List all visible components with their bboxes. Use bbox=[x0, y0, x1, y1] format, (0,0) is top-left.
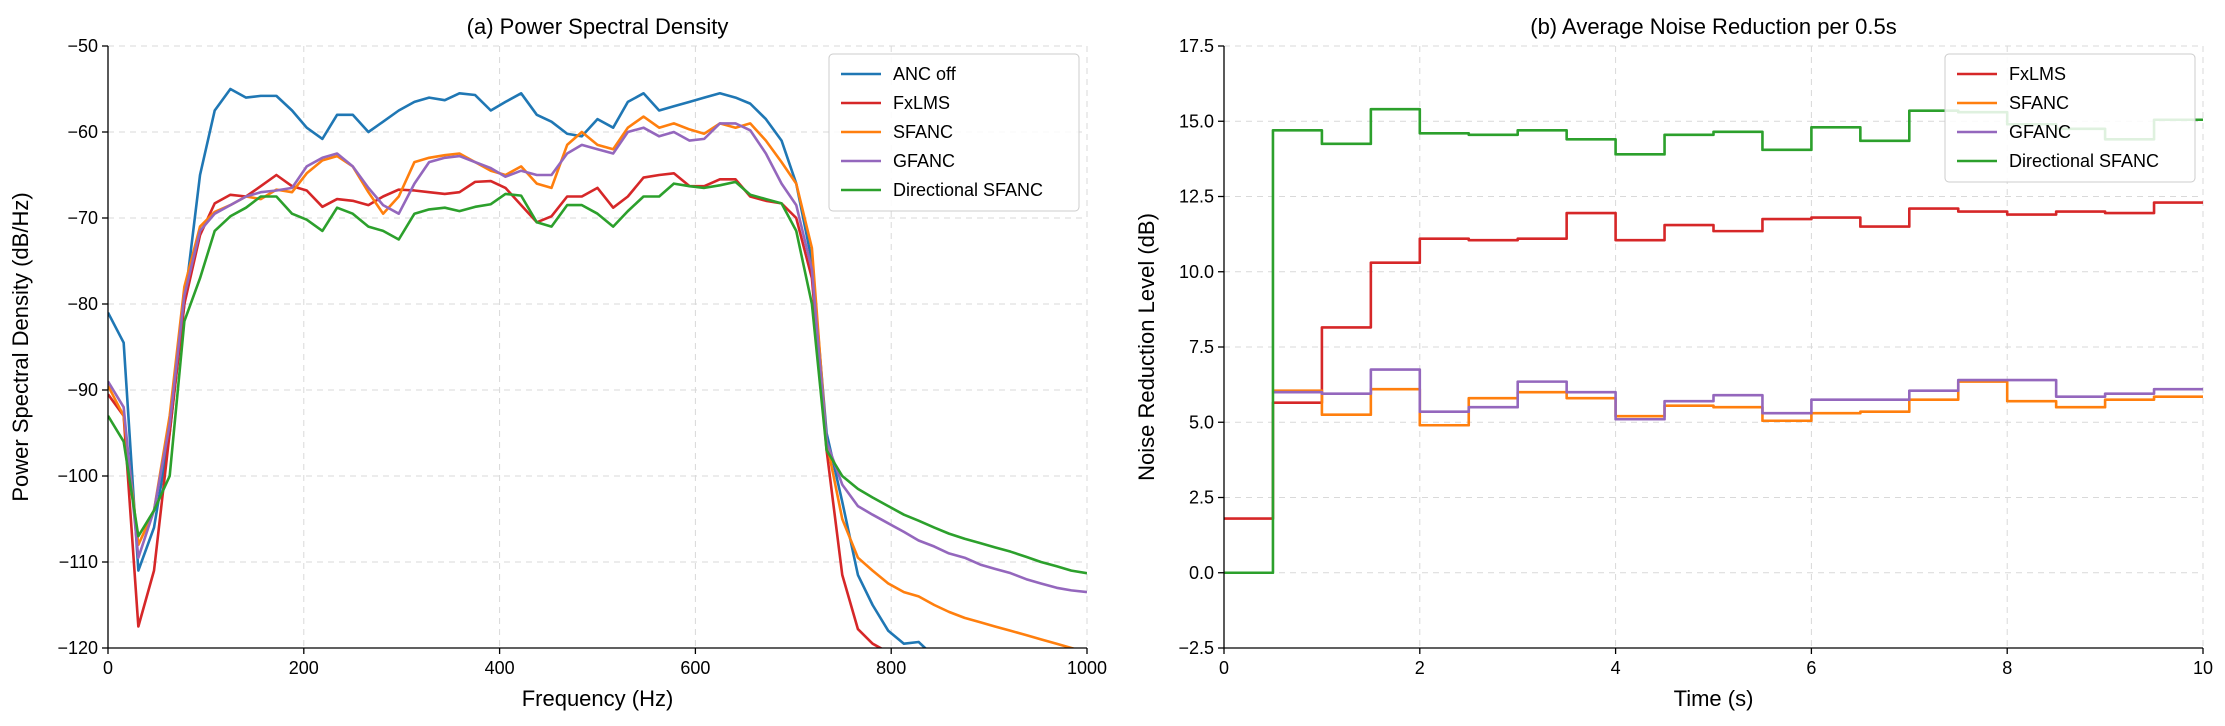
y-tick-label: 17.5 bbox=[1179, 36, 1214, 56]
x-tick-label: 800 bbox=[876, 658, 906, 678]
x-axis-label: Time (s) bbox=[1674, 686, 1754, 711]
x-tick-label: 1000 bbox=[1067, 658, 1107, 678]
panel-noise-reduction: 0 2 4 6 8 10 −2.5 0.0 2.5 5.0 7.5 10.0 12.5 15.0 17.5 (… bbox=[1134, 14, 2213, 711]
series-line-gfanc bbox=[108, 122, 1087, 594]
series-group bbox=[108, 87, 1087, 648]
legend-label: FxLMS bbox=[893, 93, 950, 113]
y-tick-label: −60 bbox=[67, 122, 98, 142]
y-tick-label: −100 bbox=[57, 466, 98, 486]
legend-label: GFANC bbox=[2009, 122, 2071, 142]
y-tick-label: −2.5 bbox=[1178, 638, 1214, 658]
x-tick-label: 4 bbox=[1611, 658, 1621, 678]
y-tick-label: 12.5 bbox=[1179, 187, 1214, 207]
chart-title: (b) Average Noise Reduction per 0.5s bbox=[1530, 14, 1896, 39]
y-tick-label: −70 bbox=[67, 208, 98, 228]
series-line-gfanc bbox=[1272, 368, 2203, 421]
y-tick-label: 2.5 bbox=[1189, 488, 1214, 508]
x-tick-label: 0 bbox=[1219, 658, 1229, 678]
series-line-fxlms bbox=[1224, 201, 2203, 520]
series-line-anc-off bbox=[108, 87, 927, 648]
legend: ANC off FxLMS SFANC GFANC Directional SFANC bbox=[828, 53, 1080, 212]
y-axis-label: Noise Reduction Level (dB) bbox=[1134, 213, 1159, 481]
y-tick-label: 0.0 bbox=[1189, 563, 1214, 583]
x-tick-label: 0 bbox=[103, 658, 113, 678]
chart-title: (a) Power Spectral Density bbox=[467, 14, 729, 39]
y-tick-label: 5.0 bbox=[1189, 412, 1214, 432]
legend-label: ANC off bbox=[893, 64, 957, 84]
legend-label: Directional SFANC bbox=[2009, 151, 2159, 171]
x-tick-label: 8 bbox=[2002, 658, 2012, 678]
legend-label: SFANC bbox=[893, 122, 953, 142]
y-tick-label: 15.0 bbox=[1179, 111, 1214, 131]
x-tick-label: 200 bbox=[289, 658, 319, 678]
series-line-sfanc bbox=[1272, 380, 2203, 427]
y-tick-label: 7.5 bbox=[1189, 337, 1214, 357]
series-line-directional-sfanc bbox=[108, 180, 1087, 575]
x-tick-label: 10 bbox=[2193, 658, 2213, 678]
series-line-fxlms bbox=[108, 171, 884, 648]
y-tick-label: −120 bbox=[57, 638, 98, 658]
y-tick-label: −110 bbox=[59, 552, 98, 572]
y-tick-label: −90 bbox=[67, 380, 98, 400]
legend-box bbox=[1944, 53, 2196, 183]
y-tick-label: 10.0 bbox=[1179, 262, 1214, 282]
y-axis-label: Power Spectral Density (dB/Hz) bbox=[8, 192, 33, 501]
x-tick-label: 600 bbox=[680, 658, 710, 678]
x-tick-label: 2 bbox=[1415, 658, 1425, 678]
legend-label: SFANC bbox=[2009, 93, 2069, 113]
panel-psd: 0 200 400 600 800 1000 −120 −110 −100 −90 −80 −70 −6… bbox=[8, 14, 1107, 711]
legend-box bbox=[828, 53, 1080, 212]
y-tick-label: −50 bbox=[67, 36, 98, 56]
x-axis-label: Frequency (Hz) bbox=[522, 686, 674, 711]
series-line-sfanc bbox=[108, 115, 1077, 648]
x-tick-label: 6 bbox=[1806, 658, 1816, 678]
legend-label: GFANC bbox=[893, 151, 955, 171]
y-tick-label: −80 bbox=[67, 294, 98, 314]
legend-label: FxLMS bbox=[2009, 64, 2066, 84]
x-tick-label: 400 bbox=[485, 658, 515, 678]
legend-label: Directional SFANC bbox=[893, 180, 1043, 200]
legend: FxLMS SFANC GFANC Directional SFANC bbox=[1944, 53, 2196, 183]
